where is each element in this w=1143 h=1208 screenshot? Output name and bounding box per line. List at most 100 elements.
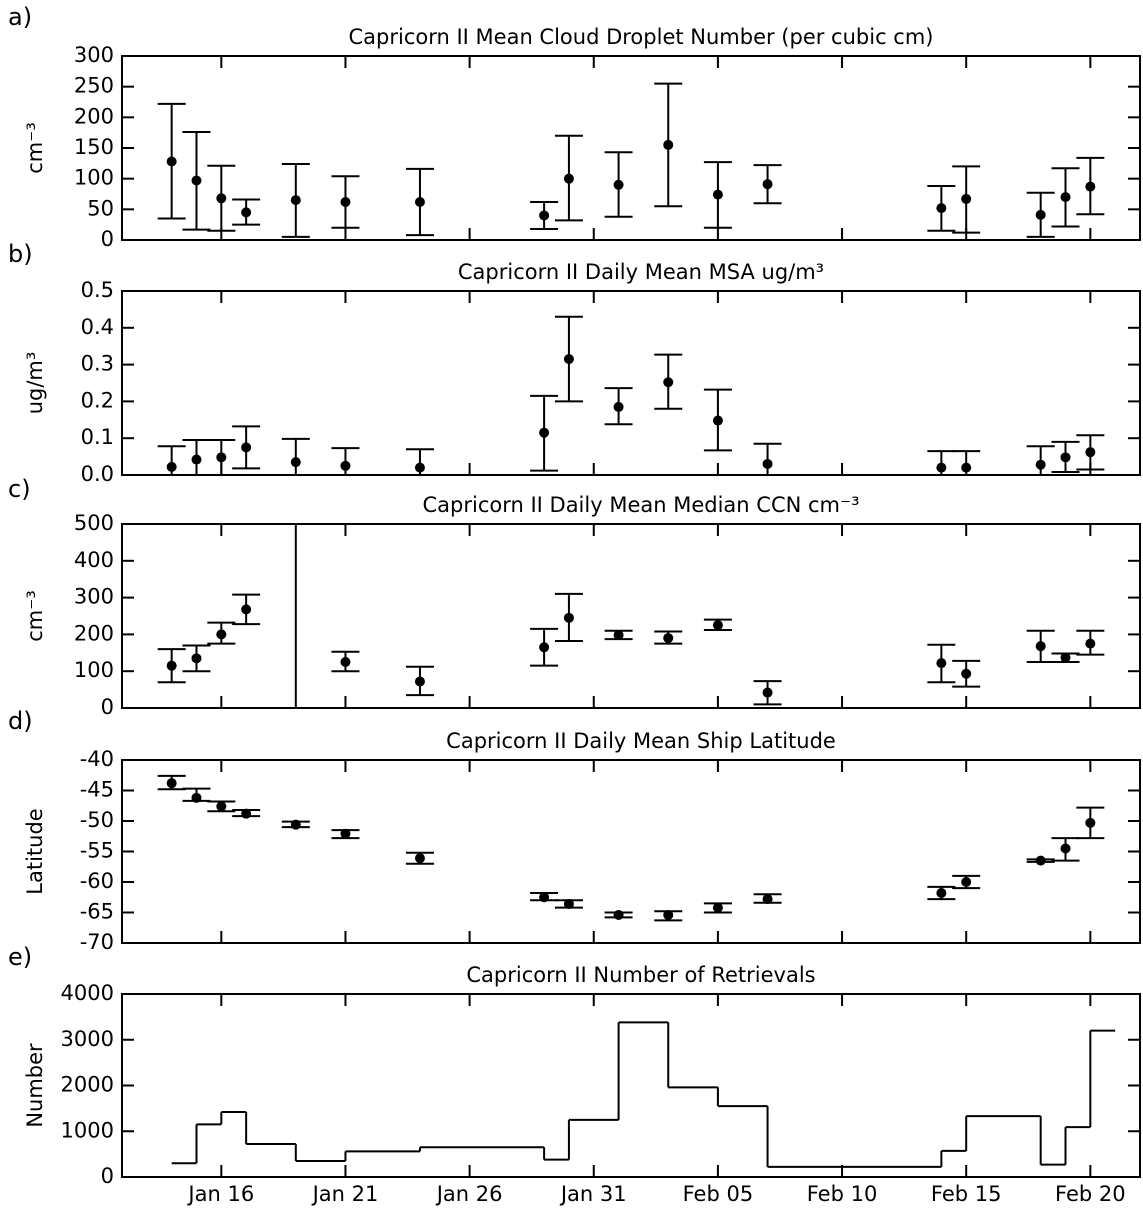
data-point xyxy=(216,629,227,640)
x-tick-label: Feb 10 xyxy=(807,1182,878,1206)
chart-title: Capricorn II Daily Mean Median CCN cm⁻³ xyxy=(422,493,859,517)
data-point xyxy=(340,828,351,839)
data-point xyxy=(961,462,972,473)
y-tick-label: 300 xyxy=(74,43,114,67)
plot-frame xyxy=(121,290,1141,476)
x-tick-label: Feb 15 xyxy=(931,1182,1002,1206)
y-tick-label: 0.3 xyxy=(81,352,114,376)
y-tick-label: 4000 xyxy=(61,981,114,1005)
data-point xyxy=(290,819,301,830)
plot-frame xyxy=(121,55,1141,241)
data-point xyxy=(414,196,425,207)
y-tick-label: 400 xyxy=(74,548,114,572)
y-tick-label: -60 xyxy=(80,869,114,893)
data-point xyxy=(414,462,425,473)
y-axis-label: Latitude xyxy=(23,808,47,894)
data-point xyxy=(663,377,674,388)
data-point xyxy=(663,139,674,150)
data-point xyxy=(762,458,773,469)
y-tick-label: 2000 xyxy=(61,1073,114,1097)
data-point xyxy=(1085,181,1096,192)
data-point xyxy=(712,189,723,200)
data-point xyxy=(1035,855,1046,866)
y-tick-label: -40 xyxy=(80,747,114,771)
y-tick-label: 1000 xyxy=(61,1118,114,1142)
data-point xyxy=(1060,452,1071,463)
data-point xyxy=(1085,638,1096,649)
y-tick-label: 100 xyxy=(74,166,114,190)
data-point xyxy=(539,427,550,438)
data-point xyxy=(191,175,202,186)
data-point xyxy=(241,808,252,819)
plot-frame xyxy=(121,759,1141,944)
y-tick-label: 250 xyxy=(74,74,114,98)
data-point xyxy=(241,604,252,615)
data-point xyxy=(340,196,351,207)
y-tick-label: 50 xyxy=(87,196,114,220)
y-tick-label: 200 xyxy=(74,104,114,128)
data-point xyxy=(1035,641,1046,652)
data-point xyxy=(216,193,227,204)
data-point xyxy=(241,442,252,453)
y-tick-label: -55 xyxy=(80,839,114,863)
data-point xyxy=(961,668,972,679)
data-point xyxy=(216,452,227,463)
data-point xyxy=(712,620,723,631)
data-point xyxy=(762,687,773,698)
data-point xyxy=(340,657,351,667)
y-tick-label: 0.1 xyxy=(81,425,114,449)
data-point xyxy=(539,892,550,903)
data-point xyxy=(166,660,177,671)
data-point xyxy=(613,179,624,190)
y-tick-label: 500 xyxy=(74,511,114,535)
data-point xyxy=(961,877,972,887)
y-tick-label: 200 xyxy=(74,621,114,645)
data-point xyxy=(936,887,947,898)
y-tick-label: -50 xyxy=(80,808,114,832)
y-tick-label: 0.4 xyxy=(81,315,114,339)
data-point xyxy=(1060,652,1071,663)
x-tick-label: Feb 05 xyxy=(683,1182,754,1206)
data-point xyxy=(663,633,674,644)
y-tick-label: 3000 xyxy=(61,1027,114,1051)
chart-title: Capricorn II Daily Mean Ship Latitude xyxy=(446,729,836,753)
y-tick-label: 150 xyxy=(74,135,114,159)
data-point xyxy=(613,909,624,920)
y-tick-label: -70 xyxy=(80,930,114,954)
data-point xyxy=(1085,447,1096,458)
x-tick-label: Jan 21 xyxy=(311,1182,379,1206)
data-point xyxy=(613,401,624,412)
data-point xyxy=(166,778,177,789)
data-point xyxy=(191,792,202,803)
data-point xyxy=(712,902,723,913)
data-point xyxy=(563,898,574,909)
data-point xyxy=(290,457,301,468)
data-point xyxy=(216,801,227,812)
x-tick-label: Jan 16 xyxy=(186,1182,254,1206)
data-point xyxy=(936,462,947,473)
data-point xyxy=(191,454,202,465)
y-tick-label: 0.2 xyxy=(81,388,114,412)
y-tick-label: 0 xyxy=(101,695,114,719)
data-point xyxy=(1060,192,1071,203)
chart-title: Capricorn II Mean Cloud Droplet Number (… xyxy=(349,25,934,49)
x-tick-label: Jan 26 xyxy=(435,1182,503,1206)
plot-frame xyxy=(121,523,1141,709)
data-point xyxy=(762,179,773,190)
y-tick-label: 0 xyxy=(101,1164,114,1188)
data-point xyxy=(563,612,574,623)
data-point xyxy=(1035,459,1046,470)
y-tick-label: 0.0 xyxy=(81,462,114,486)
data-point xyxy=(936,203,947,214)
y-tick-label: -65 xyxy=(80,900,114,924)
data-point xyxy=(166,156,177,167)
chart-title: Capricorn II Number of Retrievals xyxy=(466,963,815,987)
data-point xyxy=(1060,843,1071,854)
panel-label: e) xyxy=(8,943,32,971)
panel-label: d) xyxy=(8,707,33,735)
data-point xyxy=(563,354,574,365)
data-point xyxy=(539,642,550,653)
data-point xyxy=(191,653,202,664)
y-axis-label: cm⁻³ xyxy=(23,122,47,174)
